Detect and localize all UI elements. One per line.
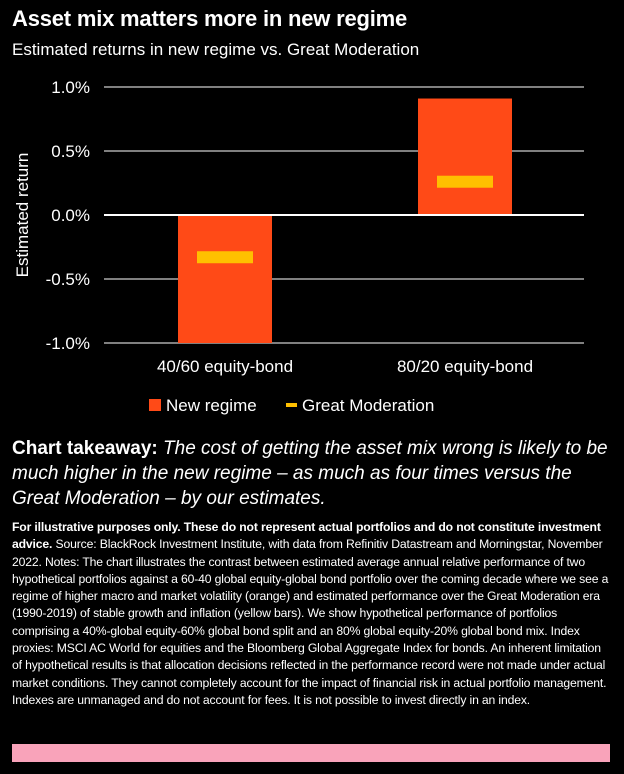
x-tick-label: 80/20 equity-bond bbox=[397, 357, 533, 376]
y-axis-label: Estimated return bbox=[13, 153, 32, 278]
takeaway-text: The cost of getting the asset mix wrong … bbox=[12, 438, 608, 509]
y-tick-label: 0.0% bbox=[51, 206, 90, 225]
y-tick-label: -1.0% bbox=[46, 334, 90, 353]
y-tick-label: -0.5% bbox=[46, 270, 90, 289]
legend-label-new-regime: New regime bbox=[166, 396, 257, 415]
great-moderation-markers bbox=[197, 175, 493, 264]
bar-new-regime bbox=[178, 215, 272, 343]
chart-subtitle: Estimated returns in new regime vs. Grea… bbox=[12, 40, 420, 59]
marker-great-moderation bbox=[437, 175, 493, 188]
chart-takeaway: Chart takeaway: The cost of getting the … bbox=[12, 436, 612, 511]
bar-new-regime bbox=[418, 98, 512, 215]
legend-swatch-new-regime bbox=[149, 399, 161, 411]
bars bbox=[178, 98, 512, 343]
footnotes: For illustrative purposes only. These do… bbox=[12, 519, 612, 709]
source-notes: Source: BlackRock Investment Institute, … bbox=[12, 537, 609, 707]
y-tick-label: 1.0% bbox=[51, 78, 90, 97]
legend: New regime Great Moderation bbox=[149, 396, 434, 415]
x-tick-label: 40/60 equity-bond bbox=[157, 357, 293, 376]
marker-great-moderation bbox=[197, 251, 253, 264]
bar-chart: 1.0% 0.5% 0.0% -0.5% -1.0% 40/60 equity-bond… bbox=[13, 78, 584, 415]
takeaway-lead: Chart takeaway: bbox=[12, 438, 158, 459]
y-tick-label: 0.5% bbox=[51, 142, 90, 161]
legend-label-great-moderation: Great Moderation bbox=[302, 396, 434, 415]
pink-footer-bar bbox=[12, 744, 610, 762]
legend-swatch-great-moderation bbox=[286, 403, 297, 407]
disclaimer: For illustrative purposes only. These do… bbox=[12, 520, 601, 552]
chart-title: Asset mix matters more in new regime bbox=[12, 6, 408, 31]
y-tick-labels: 1.0% 0.5% 0.0% -0.5% -1.0% bbox=[46, 78, 90, 353]
x-tick-labels: 40/60 equity-bond 80/20 equity-bond bbox=[157, 357, 533, 376]
